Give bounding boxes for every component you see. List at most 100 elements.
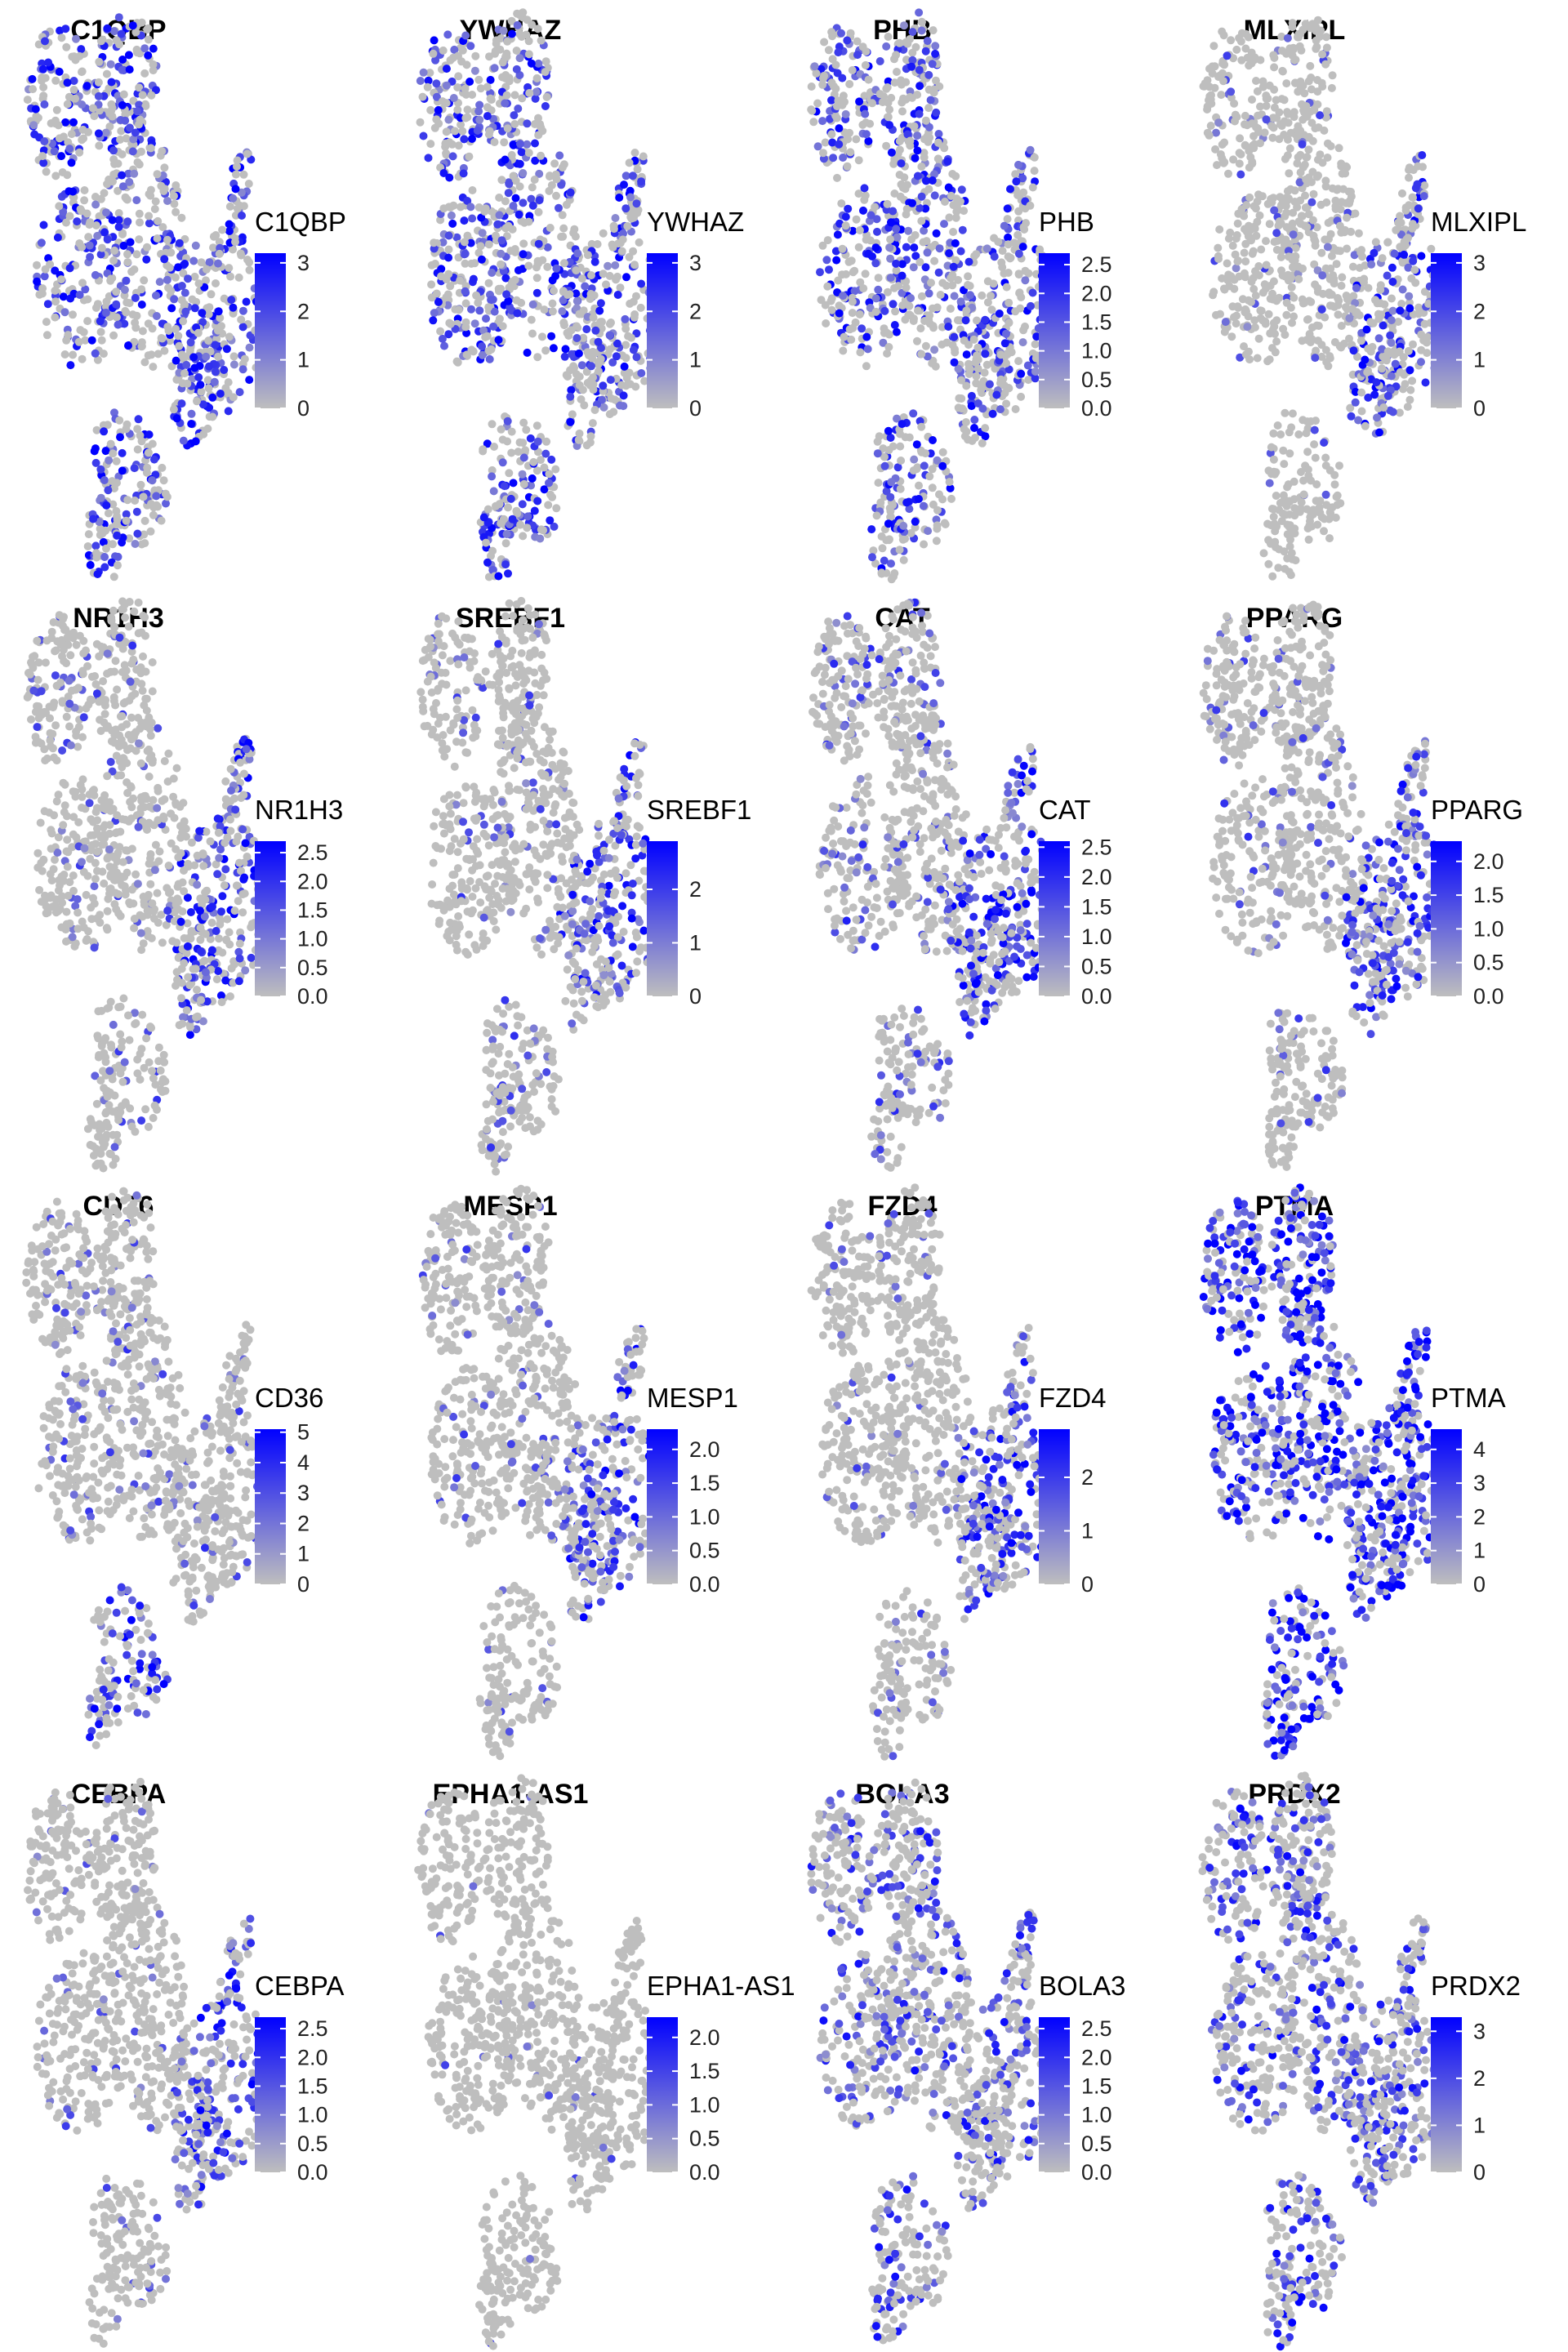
cell-point <box>523 119 532 128</box>
cell-point <box>1006 185 1014 194</box>
cell-point <box>224 389 233 397</box>
cell-point <box>456 276 465 285</box>
cell-point <box>1277 201 1285 210</box>
cell-point <box>208 393 217 402</box>
cell-point <box>988 409 997 418</box>
cell-point <box>1336 499 1345 508</box>
cell-point <box>1307 74 1316 82</box>
cell-point <box>501 71 510 79</box>
cell-point <box>1028 288 1037 297</box>
cell-point <box>868 99 876 108</box>
cell-point <box>115 40 124 49</box>
cell-point <box>898 183 907 192</box>
cell-point <box>1414 204 1423 213</box>
cell-point <box>222 345 231 354</box>
cell-point <box>541 346 550 355</box>
cell-point <box>913 172 922 180</box>
cell-point <box>96 1076 105 1085</box>
cell-point <box>167 304 176 313</box>
cell-point <box>489 322 498 331</box>
cell-point <box>444 115 453 124</box>
cell-point <box>886 492 895 501</box>
cell-point <box>1263 199 1272 208</box>
cell-point <box>112 457 121 466</box>
cell-point <box>884 343 893 351</box>
cell-point <box>557 232 566 241</box>
cell-point <box>516 140 524 149</box>
cell-point <box>194 328 203 337</box>
cell-point <box>572 322 581 331</box>
cell-point <box>807 82 816 91</box>
cell-point <box>555 151 564 160</box>
legend-tick-label: 0.5 <box>1081 368 1112 392</box>
cell-point <box>948 271 957 279</box>
cell-point <box>1356 248 1365 257</box>
cell-point <box>552 264 561 273</box>
cell-point <box>1260 280 1269 289</box>
cell-point <box>964 363 973 372</box>
cell-point <box>632 353 641 362</box>
cell-point <box>1267 122 1276 131</box>
cell-point <box>118 448 127 457</box>
cell-point <box>932 108 941 117</box>
cell-point <box>1282 49 1290 58</box>
cell-point <box>1265 479 1274 488</box>
cell-point <box>114 186 122 195</box>
cell-point <box>873 437 882 446</box>
cell-point <box>835 309 844 318</box>
cell-point <box>528 474 537 483</box>
cell-point <box>910 243 919 252</box>
cell-point <box>152 291 160 300</box>
cell-point <box>1290 293 1298 302</box>
cell-point <box>114 13 123 22</box>
cell-point <box>551 170 560 179</box>
cell-point <box>1250 144 1258 153</box>
cell-point <box>125 65 134 74</box>
cell-point <box>91 541 100 550</box>
cell-point <box>1247 59 1256 68</box>
cell-point <box>138 91 147 100</box>
cell-point <box>197 387 206 396</box>
cell-point <box>540 305 549 314</box>
cell-point <box>871 294 880 303</box>
cell-point <box>144 51 153 60</box>
cell-point <box>1253 354 1262 363</box>
cell-point <box>933 521 942 530</box>
cell-point <box>461 114 470 122</box>
cell-point <box>164 749 173 758</box>
cell-point <box>244 180 253 188</box>
cell-point <box>587 362 595 371</box>
cell-point <box>621 354 630 363</box>
cell-point <box>928 60 937 69</box>
cell-point <box>1215 225 1224 234</box>
cell-point <box>214 307 223 316</box>
cell-point <box>483 112 492 121</box>
cell-point <box>837 199 846 208</box>
cell-point <box>1017 392 1026 401</box>
cell-point <box>927 278 935 287</box>
cell-point <box>153 170 162 179</box>
cell-point <box>537 36 546 45</box>
cell-point <box>130 464 139 473</box>
cell-point <box>109 449 118 458</box>
cell-point <box>430 309 439 318</box>
cell-point <box>1312 23 1321 32</box>
cell-point <box>1269 277 1278 286</box>
cell-point <box>507 29 516 38</box>
cell-point <box>839 292 848 301</box>
cell-point <box>1000 339 1009 348</box>
cell-point <box>948 341 957 350</box>
cell-point <box>867 525 876 534</box>
cell-point <box>33 849 42 858</box>
cell-point <box>880 324 889 333</box>
cell-point <box>910 455 919 464</box>
cell-point <box>1308 136 1317 145</box>
cell-point <box>637 279 646 288</box>
cell-point <box>843 135 852 144</box>
cell-point <box>140 792 149 800</box>
cell-point <box>1241 308 1250 317</box>
cell-point <box>1231 250 1240 259</box>
cell-point <box>140 44 149 53</box>
cell-point <box>497 249 506 258</box>
cell-point <box>1327 83 1336 92</box>
